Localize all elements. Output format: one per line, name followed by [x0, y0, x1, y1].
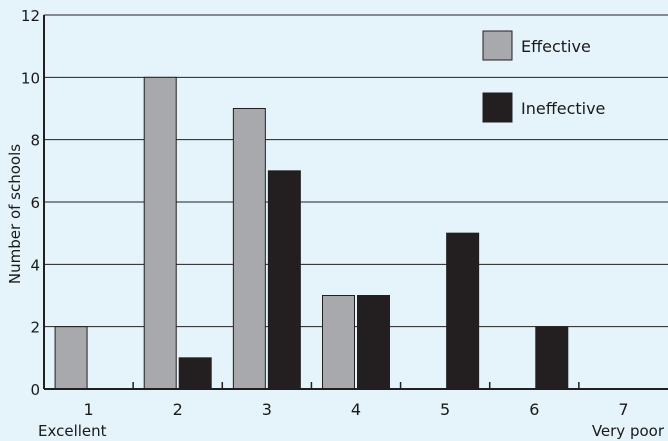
legend-swatch-ineffective — [482, 92, 513, 123]
y-tick-label: 0 — [30, 381, 40, 399]
bar-ineffective-3 — [267, 170, 301, 390]
y-tick-label: 4 — [30, 256, 40, 274]
x-tick-label: 3 — [262, 400, 272, 419]
y-tick-label: 10 — [21, 69, 40, 87]
y-tick-label: 8 — [30, 132, 40, 150]
legend: Effective Ineffective — [482, 30, 605, 123]
bars — [54, 76, 569, 390]
bar-ineffective-4 — [357, 295, 390, 390]
x-tick-label: 5 — [440, 400, 450, 419]
gridlines — [44, 14, 668, 328]
x-tick-label: 6 — [529, 400, 539, 419]
x-sublabel-left: Excellent — [38, 422, 107, 440]
y-tick-labels: 0 2 4 6 8 10 12 — [21, 7, 40, 399]
legend-label-effective: Effective — [521, 37, 591, 56]
x-tick-label: 4 — [351, 400, 361, 419]
x-tick-label: 7 — [618, 400, 628, 419]
y-tick-label: 6 — [30, 194, 40, 212]
x-tick-label: 2 — [173, 400, 183, 419]
bar-ineffective-6 — [535, 326, 569, 390]
bar-ineffective-2 — [178, 357, 212, 390]
y-axis-label: Number of schools — [6, 144, 24, 284]
axes — [43, 15, 668, 390]
legend-label-ineffective: Ineffective — [521, 99, 605, 118]
bar-effective-2 — [143, 76, 177, 390]
legend-swatch-effective — [482, 30, 513, 61]
y-tick-label: 12 — [21, 7, 40, 25]
bar-ineffective-5 — [446, 232, 480, 390]
bar-effective-3 — [232, 108, 266, 390]
bar-effective-4 — [322, 295, 355, 390]
bar-effective-1 — [54, 326, 88, 390]
x-tick-labels: 1 2 3 4 5 6 7 — [83, 400, 628, 419]
x-sublabel-right: Very poor — [592, 422, 665, 440]
x-tick-label: 1 — [83, 400, 93, 419]
y-tick-label: 2 — [30, 319, 40, 337]
